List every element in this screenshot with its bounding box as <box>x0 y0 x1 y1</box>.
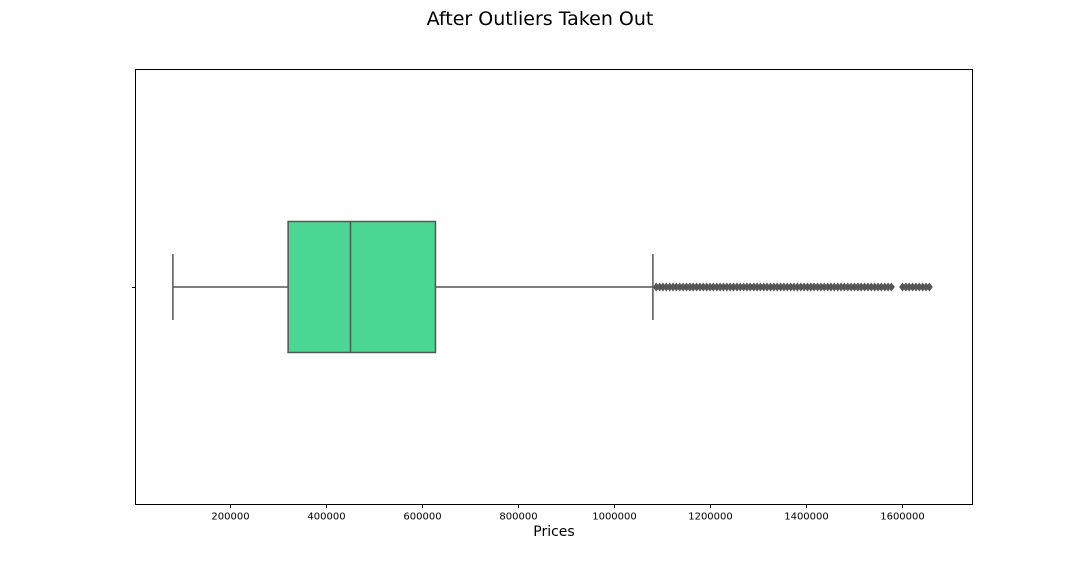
chart-title: After Outliers Taken Out <box>426 8 654 30</box>
x-tick-label: 1400000 <box>784 512 829 523</box>
x-tick-label: 600000 <box>403 512 441 523</box>
x-tick-label: 400000 <box>307 512 345 523</box>
x-tick-label: 1200000 <box>688 512 733 523</box>
outlier-point <box>888 282 895 292</box>
x-tick-label: 1000000 <box>592 512 637 523</box>
outliers <box>652 282 933 292</box>
iqr-box <box>287 220 437 354</box>
x-tick-label: 800000 <box>499 512 537 523</box>
x-tick-label: 1600000 <box>880 512 925 523</box>
x-axis-label: Prices <box>533 524 574 540</box>
box-plot <box>172 220 654 354</box>
x-axis: 200000 400000 600000 800000 1000000 1200000 14… <box>211 504 925 523</box>
outlier-point <box>926 282 933 292</box>
x-tick-label: 200000 <box>211 512 249 523</box>
